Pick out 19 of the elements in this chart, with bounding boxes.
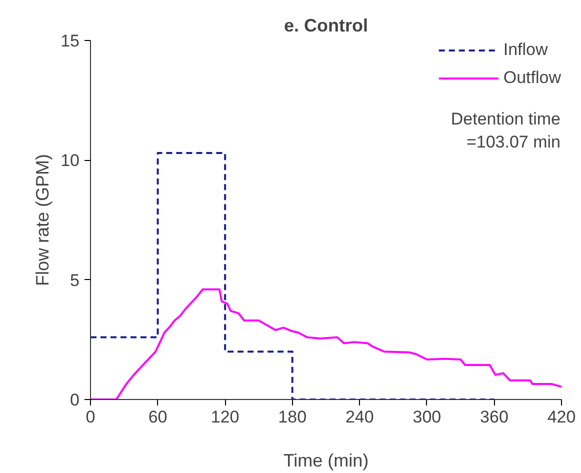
line-series [90, 152, 496, 400]
x-tick-label: 360 [480, 408, 508, 426]
x-tick-label: 420 [547, 408, 576, 426]
x-tick-label: 180 [278, 408, 307, 426]
annotation: Detention time =103.07 min [450, 110, 561, 152]
y-tick-label: 10 [60, 151, 80, 170]
x-tick-label: 60 [148, 408, 168, 426]
x-tick-label: 120 [210, 408, 240, 426]
legend-label: Outflow [503, 68, 561, 88]
x-axis-title: Time (min) [283, 450, 369, 470]
x-tick-label: 300 [412, 408, 442, 426]
y-tick-label: 15 [60, 32, 80, 50]
x-tick-label: 0 [86, 408, 96, 426]
chart-title: e. Control [284, 16, 368, 36]
y-tick-label: 0 [70, 390, 80, 410]
y-tick-label: 5 [70, 270, 80, 290]
legend-label: Inflow [503, 40, 548, 60]
y-axis-title: Flow rate (GPM) [32, 154, 53, 286]
x-tick-label: 240 [345, 408, 374, 426]
